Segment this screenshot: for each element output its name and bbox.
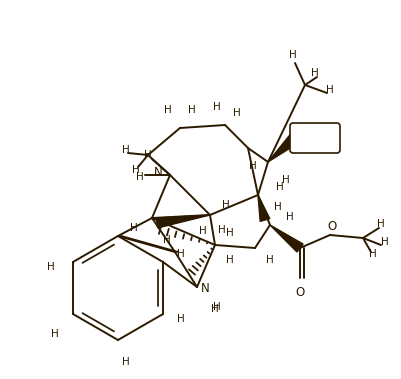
Text: N: N: [153, 166, 162, 180]
Text: H: H: [275, 182, 283, 192]
Text: OMs: OMs: [302, 133, 326, 143]
Polygon shape: [267, 133, 298, 162]
Text: H: H: [376, 219, 384, 229]
Polygon shape: [257, 195, 269, 221]
Text: H: H: [368, 249, 376, 259]
Text: H: H: [249, 161, 256, 171]
Text: H: H: [51, 329, 59, 339]
Text: H: H: [132, 165, 140, 175]
Text: H: H: [282, 175, 289, 185]
Text: H: H: [265, 255, 273, 265]
Text: N: N: [200, 282, 209, 296]
Text: H: H: [288, 50, 296, 60]
Text: H: H: [213, 102, 220, 112]
Polygon shape: [269, 225, 302, 252]
Text: H: H: [211, 304, 218, 314]
Text: H: H: [286, 212, 293, 222]
Text: H: H: [177, 314, 184, 324]
FancyBboxPatch shape: [289, 123, 339, 153]
Text: H: H: [198, 226, 207, 236]
Text: O: O: [326, 221, 336, 233]
Text: H: H: [188, 105, 195, 115]
Text: H: H: [47, 262, 55, 272]
Text: H: H: [380, 237, 388, 247]
Text: H: H: [164, 105, 172, 115]
Text: H: H: [130, 223, 138, 233]
Text: H: H: [310, 68, 318, 78]
Text: H: H: [222, 200, 229, 210]
Polygon shape: [156, 215, 209, 228]
Text: H: H: [136, 172, 144, 182]
Text: H: H: [218, 225, 225, 235]
Text: H: H: [122, 357, 130, 367]
Text: H: H: [273, 202, 281, 212]
Text: H: H: [225, 255, 233, 265]
Text: H: H: [213, 302, 220, 312]
Text: O: O: [295, 285, 304, 299]
Text: H: H: [225, 228, 233, 238]
Text: H: H: [177, 249, 184, 259]
Text: H: H: [325, 85, 333, 95]
Text: H: H: [144, 150, 152, 160]
Text: H: H: [233, 108, 240, 118]
Text: H: H: [163, 235, 170, 245]
Text: H: H: [122, 145, 130, 155]
